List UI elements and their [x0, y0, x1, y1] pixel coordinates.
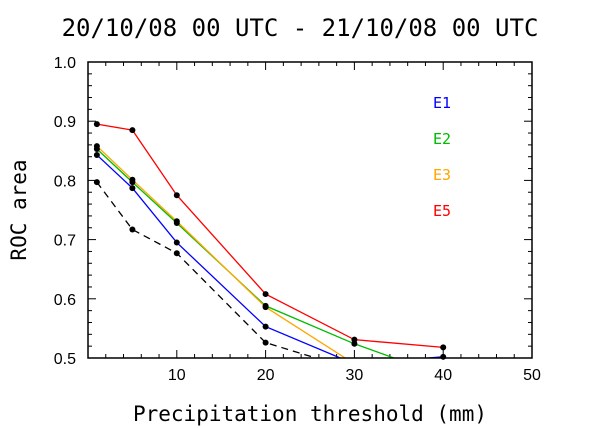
chart-title: 20/10/08 00 UTC - 21/10/08 00 UTC [62, 14, 539, 42]
y-tick-label: 0.5 [54, 351, 76, 368]
data-point-e2 [351, 340, 358, 347]
data-point-reference [93, 179, 100, 186]
series-layer [96, 123, 444, 358]
y-tick-label: 0.7 [54, 233, 76, 250]
points-layer [93, 121, 447, 360]
y-tick-label: 1.0 [54, 55, 76, 72]
tick-labels: 10 20 30 40 50 0.5 0.6 0.7 0.8 0.9 1.0 [54, 55, 541, 384]
data-point-e3 [173, 218, 180, 225]
y-tick-label: 0.8 [54, 173, 76, 190]
data-point-e1 [173, 239, 180, 246]
data-point-e1 [129, 185, 136, 192]
data-point-e1 [93, 151, 100, 158]
data-point-reference [129, 226, 136, 233]
data-point-e5 [129, 127, 136, 134]
legend: E1 E2 E3 E5 [433, 94, 451, 220]
x-axis-label: Precipitation threshold (mm) [133, 402, 487, 426]
y-tick-label: 0.6 [54, 292, 76, 309]
y-axis-label: ROC area [7, 159, 31, 260]
data-point-e5 [262, 291, 269, 298]
series-line-e2 [96, 148, 396, 358]
series-line-e5 [96, 123, 444, 348]
axis-ticks [87, 61, 533, 359]
x-tick-label: 20 [257, 367, 275, 384]
x-tick-label: 10 [168, 367, 186, 384]
x-tick-label: 30 [346, 367, 364, 384]
data-point-e5 [173, 192, 180, 199]
data-point-e5 [351, 336, 358, 343]
plot-frame [87, 61, 533, 359]
data-point-e1 [262, 323, 269, 330]
data-point-e3 [129, 176, 136, 183]
series-line-e1 [96, 154, 444, 358]
data-point-e3 [262, 304, 269, 311]
legend-entry-e5: E5 [433, 202, 451, 220]
data-point-e3 [93, 143, 100, 150]
data-point-e1 [440, 353, 447, 360]
series-line-reference [96, 181, 319, 358]
data-point-reference [173, 250, 180, 257]
y-tick-label: 0.9 [54, 114, 76, 131]
x-tick-label: 40 [434, 367, 452, 384]
data-point-e5 [93, 121, 100, 128]
x-tick-label: 50 [523, 367, 541, 384]
legend-entry-e1: E1 [433, 94, 451, 112]
legend-entry-e3: E3 [433, 166, 451, 184]
data-point-e5 [440, 344, 447, 351]
data-point-reference [262, 339, 269, 346]
legend-entry-e2: E2 [433, 130, 451, 148]
series-line-e3 [96, 145, 347, 358]
